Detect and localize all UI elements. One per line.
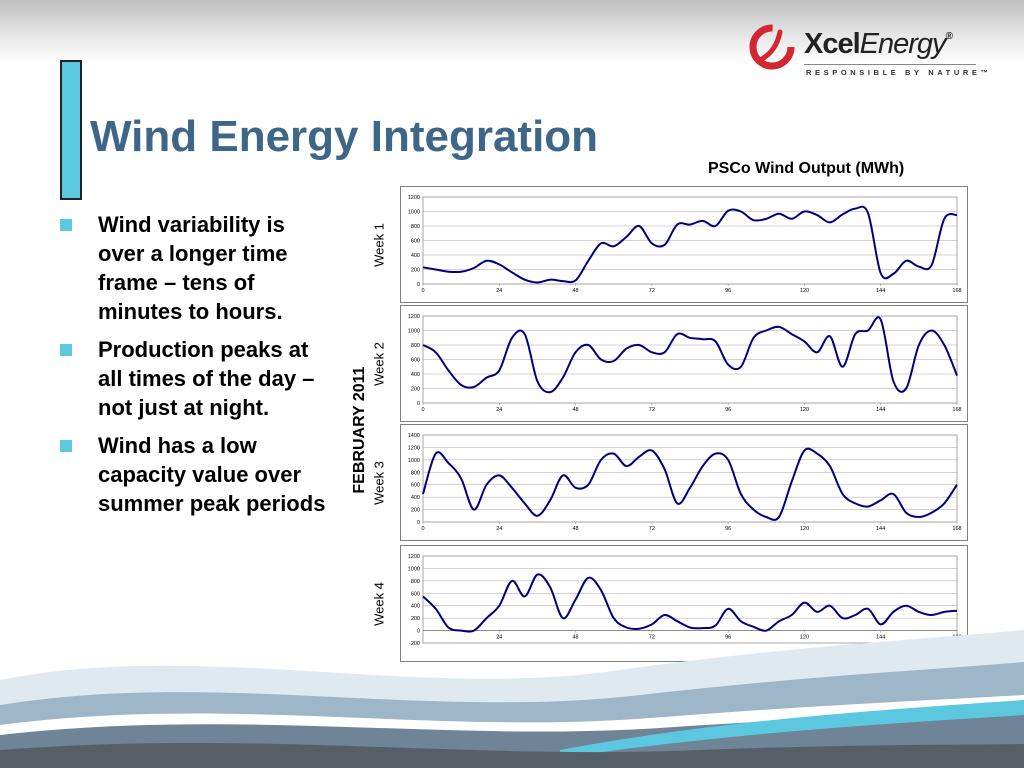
x-tick-label: 168 [952,526,961,532]
square-bullet-icon [60,440,72,452]
y-tick-label: 0 [417,520,420,526]
y-tick-label: 400 [411,495,420,501]
y-tick-label: 200 [411,268,420,274]
y-tick-label: -200 [409,641,420,647]
x-tick-label: 24 [496,407,502,413]
x-tick-label: 120 [800,288,809,294]
y-tick-label: 200 [411,616,420,622]
logo-tagline: RESPONSIBLE BY NATURE™ [806,68,992,77]
x-tick-label: 120 [800,407,809,413]
week-2-label: Week 2 [371,341,387,386]
week-4-plot: -200020040060080010001200244872961201441… [408,554,962,647]
y-tick-label: 1400 [408,433,420,439]
series-line [422,447,958,521]
x-tick-label: 48 [573,635,579,641]
x-tick-label: 168 [952,288,961,294]
y-tick-label: 1000 [408,329,420,335]
logo-wordmark: XcelEnergy® [804,28,953,60]
x-tick-label: 96 [725,635,731,641]
week-3-label: Week 3 [371,460,387,505]
decorative-waves [0,630,1024,768]
title-accent-bar [60,60,82,200]
y-tick-label: 1000 [408,210,420,216]
x-tick-label: 96 [725,288,731,294]
y-tick-label: 0 [417,282,420,288]
bullet-list: Wind variability is over a longer time f… [58,210,328,527]
x-tick-label: 48 [573,526,579,532]
y-tick-label: 1000 [408,458,420,464]
week-1-label: Week 1 [371,222,387,267]
y-tick-label: 600 [411,358,420,364]
y-tick-label: 1200 [408,554,420,560]
y-tick-label: 400 [411,372,420,378]
series-line [422,316,958,394]
x-tick-label: 96 [725,407,731,413]
xcel-energy-logo: XcelEnergy® RESPONSIBLE BY NATURE™ [746,18,988,82]
x-tick-label: 24 [496,635,502,641]
y-tick-label: 200 [411,387,420,393]
x-tick-label: 120 [800,635,809,641]
y-tick-label: 200 [411,508,420,514]
y-tick-label: 600 [411,483,420,489]
y-tick-label: 600 [411,591,420,597]
chart-title: PSCo Wind Output (MWh) [708,160,905,177]
x-tick-label: 48 [573,407,579,413]
x-tick-label: 48 [573,288,579,294]
y-tick-label: 0 [417,401,420,407]
week-2-plot: 0 200 400 600 800 1000 1200 0 24 48 72 96 120 144 168 [408,314,962,413]
y-tick-label: 1000 [408,566,420,572]
y-tick-label: 800 [411,470,420,476]
x-tick-label: 144 [876,288,885,294]
slide-title: Wind Energy Integration [90,112,599,161]
logo-divider [804,64,976,65]
bullet-item: Wind has a low capacity value over summe… [58,431,328,518]
y-tick-label: 800 [411,579,420,585]
x-tick-label: 72 [649,635,655,641]
y-tick-label: 0 [417,629,420,635]
month-label: FEBRUARY 2011 [351,366,368,494]
bullet-item: Wind variability is over a longer time f… [58,210,328,326]
series-line [422,573,958,633]
bullet-item: Production peaks at all times of the day… [58,335,328,422]
y-tick-label: 800 [411,343,420,349]
x-tick-label: 24 [496,526,502,532]
x-tick-label: 120 [800,526,809,532]
x-tick-label: 24 [496,288,502,294]
x-tick-label: 0 [421,288,424,294]
week-2-chart: Week 2 0 200 400 600 800 1000 1200 0 24 48 72 96 120… [372,305,968,422]
series-line [422,205,958,284]
week-3-chart: Week 3 0 200 400 600 800 1000 1200 1400 0 24 48 72 9… [372,424,968,541]
week-1-chart: Week 1 0 200 400 600 800 1000 1200 0 24 48 72 96 120… [372,186,968,303]
header-band [0,0,1024,64]
swirl-logo-icon [749,24,795,70]
x-tick-label: 72 [649,407,655,413]
x-tick-label: 144 [876,526,885,532]
y-tick-label: 1200 [408,314,420,320]
y-tick-label: 1200 [408,445,420,451]
square-bullet-icon [60,344,72,356]
x-tick-label: 144 [876,407,885,413]
week-3-plot: 0 200 400 600 800 1000 1200 1400 0 24 48 72 96 120 144… [408,433,962,532]
y-tick-label: 800 [411,224,420,230]
week-1-plot: 0 200 400 600 800 1000 1200 0 24 48 72 96 120 144 168 [408,195,962,294]
y-tick-label: 400 [411,253,420,259]
y-tick-label: 600 [411,239,420,245]
x-tick-label: 72 [649,526,655,532]
x-tick-label: 0 [421,407,424,413]
y-tick-label: 400 [411,604,420,610]
x-tick-label: 0 [421,526,424,532]
square-bullet-icon [60,219,72,231]
x-tick-label: 168 [952,407,961,413]
x-tick-label: 144 [876,635,885,641]
y-tick-label: 1200 [408,195,420,201]
x-tick-label: 72 [649,288,655,294]
x-tick-label: 96 [725,526,731,532]
